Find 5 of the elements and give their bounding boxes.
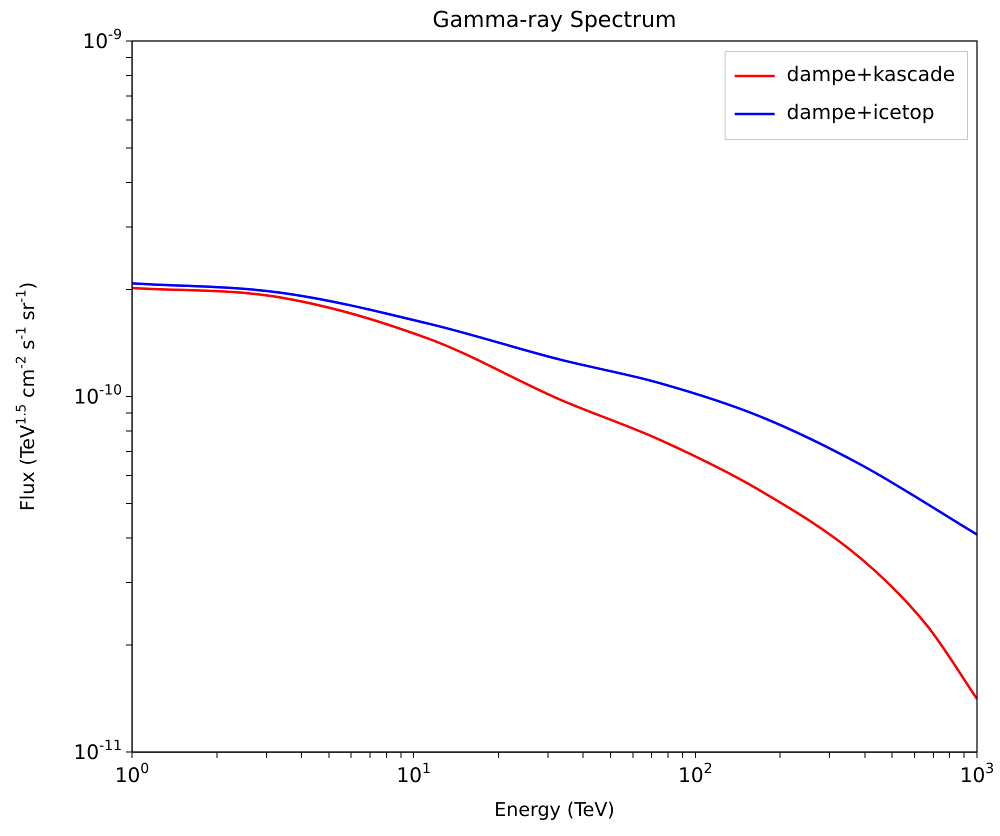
text: Flux (TeV1.5 cm-2 s-1 sr-1) [14, 282, 39, 512]
chart-title: Gamma-ray Spectrum [432, 8, 676, 33]
legend-label: dampe+icetop [786, 100, 934, 124]
x-axis-title: Energy (TeV) [494, 799, 615, 821]
legend-label: dampe+kascade [786, 62, 956, 86]
